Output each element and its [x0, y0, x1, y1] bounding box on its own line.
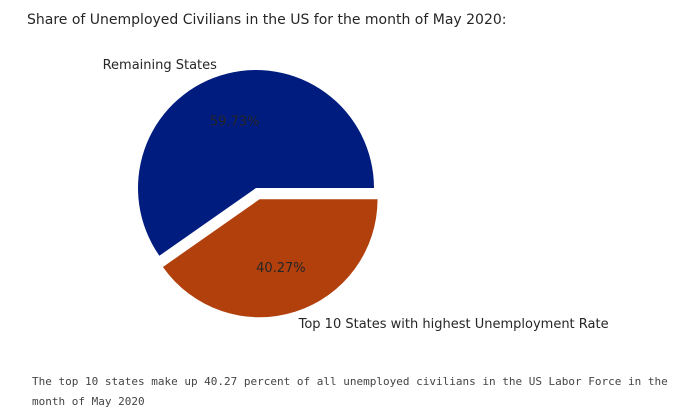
pie-value-label-1: 59.73%	[210, 114, 260, 129]
pie-slice-1	[137, 70, 374, 256]
chart-title: Share of Unemployed Civilians in the US …	[27, 12, 507, 28]
pie-slices	[137, 70, 378, 318]
caption-text: The top 10 states make up 40.27 percent …	[32, 375, 668, 408]
pie-category-label-2: Top 10 States with highest Unemployment …	[298, 317, 609, 332]
pie-slice-2	[162, 199, 378, 318]
pie-category-label-1: Remaining States	[103, 58, 218, 73]
pie-chart: 59.73% Remaining States 40.27% Top 10 State…	[103, 58, 609, 332]
pie-value-label-2: 40.27%	[256, 261, 306, 276]
pie-labels: 59.73% Remaining States 40.27% Top 10 State…	[103, 58, 609, 332]
